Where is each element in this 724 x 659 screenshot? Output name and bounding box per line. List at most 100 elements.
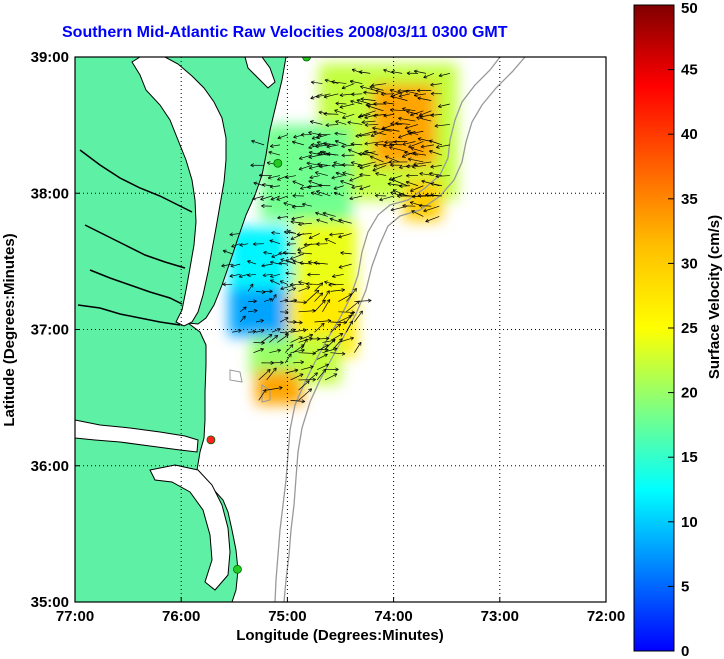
velocity-arrow [417,96,432,101]
velocity-arrow [389,145,408,153]
velocity-arrow [301,333,314,340]
velocity-arrow [417,193,432,198]
velocity-arrow [373,101,387,106]
velocity-arrow [364,113,379,120]
velocity-arrow [282,250,296,255]
velocity-arrow [239,242,249,247]
velocity-arrow [319,164,331,169]
velocity-arrow [425,216,440,223]
velocity-arrow [289,253,304,260]
radar-station-green [273,158,283,168]
colorbar-tick-label: 40 [681,126,698,143]
velocity-arrow [250,163,265,168]
velocity-arrow [373,161,392,168]
bathymetry-contour-b [283,57,526,602]
velocity-arrow [349,195,363,201]
y-axis-ticks: 35:00 36:00 37:00 38:00 39:00 [31,49,80,611]
velocity-arrow [438,103,450,109]
velocity-region-1 [372,84,437,166]
velocity-arrow [338,233,352,239]
velocity-arrow [261,203,273,208]
velocity-arrow [229,232,241,237]
velocity-arrow [398,93,411,98]
velocity-arrow [323,141,336,146]
rappahannock-river [84,224,186,269]
velocity-arrow [423,205,440,213]
velocity-arrow [252,242,265,247]
velocity-arrow [334,131,347,136]
colorbar-ticks: 0 5 10 15 20 25 30 35 40 45 50 [668,0,698,659]
velocity-arrow [247,273,257,278]
velocity-arrow [229,273,241,278]
velocity-arrow [271,294,277,302]
velocity-arrow [269,334,279,343]
velocity-arrow [266,367,277,381]
velocity-arrow [248,308,258,313]
velocity-arrow [290,399,305,404]
velocity-arrow [349,175,363,182]
velocity-arrow [315,93,331,99]
velocity-arrow [277,134,289,140]
velocity-arrow [342,171,355,176]
x-axis-ticks: 77:00 76:00 75:00 74:00 73:00 72:00 [56,597,625,625]
velocity-arrow [363,90,379,95]
velocity-arrow [316,353,328,360]
colorbar-tick-label: 20 [681,385,698,402]
velocity-arrow [247,283,254,292]
velocity-arrow [292,259,304,265]
velocity-arrow [285,368,299,374]
velocity-arrow [298,377,316,382]
velocity-arrow [340,180,355,187]
velocity-arrow [346,312,354,323]
velocity-arrow [302,202,312,207]
velocity-arrow [341,83,355,90]
velocity-arrow [369,155,384,163]
velocity-arrow [421,179,440,187]
velocity-arrow [364,122,379,127]
velocity-arrow [296,232,312,237]
velocity-arrow [347,120,363,125]
velocity-arrow [399,184,411,189]
velocity-arrow [262,182,273,187]
velocity-arrow [269,260,281,265]
velocity-arrow [416,88,432,93]
velocity-arrow [330,323,341,333]
velocity-arrow [369,85,384,91]
velocity-arrow [351,185,363,190]
velocity-arrow [358,130,376,137]
velocity-arrow [315,211,328,217]
velocity-arrow [373,113,387,118]
velocity-arrow [230,263,241,268]
velocity-arrow [269,348,281,354]
velocity-arrow [354,310,363,323]
velocity-arrow [285,344,294,353]
colorbar-gradient [633,4,675,652]
velocity-arrow [324,238,336,244]
velocity-arrow [372,164,387,172]
velocity-arrow [404,124,419,130]
velocity-arrow [333,161,344,166]
velocity-arrow [418,203,432,208]
velocity-arrow [251,139,265,146]
velocity-arrow [384,155,400,163]
velocity-arrow [413,93,427,98]
velocity-arrow [308,260,320,265]
velocity-arrow [332,338,343,350]
potomac-river [79,149,193,213]
x-tick-label: 76:00 [162,608,200,625]
velocity-arrow [332,273,344,278]
velocity-arrow [330,288,345,293]
gridlines [75,57,606,602]
velocity-arrow [284,353,292,364]
velocity-arrow [383,143,395,148]
velocity-arrow [406,71,419,76]
velocity-arrow [367,104,384,112]
velocity-arrow [238,273,249,278]
velocity-arrow [387,182,403,187]
velocity-arrow [341,153,355,158]
velocity-arrow [269,184,281,189]
velocity-arrow [324,280,336,285]
velocity-arrow [383,100,395,105]
velocity-arrow [314,322,325,333]
